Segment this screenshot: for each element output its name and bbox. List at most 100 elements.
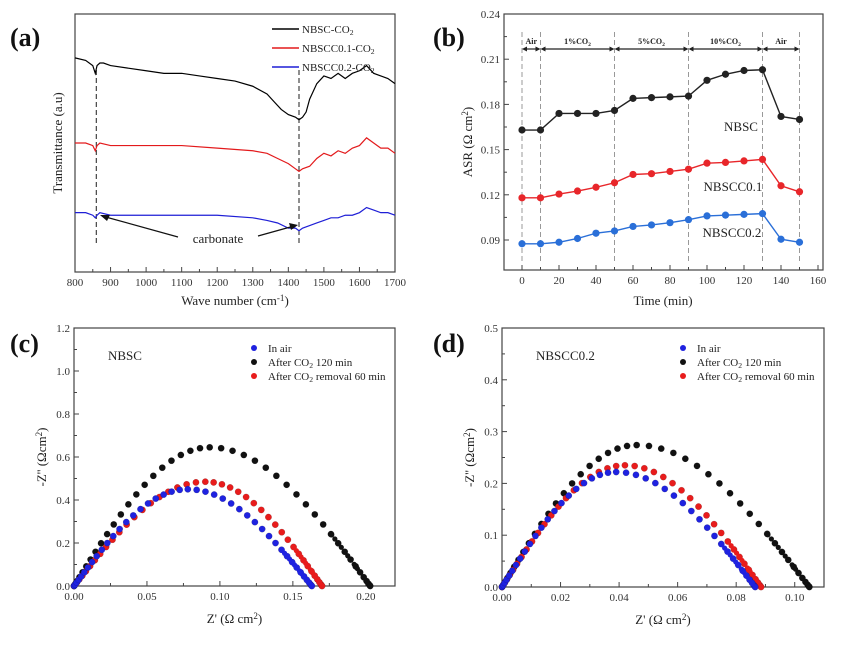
data-point [758,210,767,218]
data-point [681,455,689,463]
data-point [226,484,234,491]
data-point [703,76,711,84]
data-point [234,488,242,496]
annotation-arrow [101,215,179,238]
series-line [522,69,800,131]
data-point [187,447,194,455]
data-point [177,451,185,459]
series-line [522,158,800,199]
x-tick-label: 0.00 [492,592,512,604]
legend-marker [251,359,257,365]
data-point [684,92,693,100]
data-point [93,552,101,560]
data-point [521,548,529,555]
y-tick-label: 0.24 [481,9,501,21]
data-point [516,555,524,562]
data-point [744,573,750,579]
data-point [98,546,106,554]
data-point [551,507,558,515]
data-point [196,444,204,452]
data-point [650,468,658,476]
data-point [137,505,144,513]
data-point [218,480,226,488]
data-point [580,479,588,487]
y-tick-label: 0.1 [484,530,498,542]
data-point [555,238,563,246]
x-axis-label: Z' (Ω cm2) [207,611,263,626]
data-point [679,499,687,507]
data-point [306,580,312,586]
data-point [739,557,745,564]
data-point [731,546,737,552]
data-point [610,106,619,115]
data-point [640,464,648,472]
data-point [772,540,778,546]
x-tick-label: 1700 [384,277,407,289]
series-line [522,212,800,245]
data-point [740,210,748,218]
series-label: NBSC [724,119,758,134]
data-point [717,529,725,537]
data-point [283,481,290,489]
arrowhead-icon [289,223,298,230]
data-point [335,540,341,546]
data-point [651,479,659,487]
data-point [354,566,360,572]
data-point [544,515,552,523]
data-point [158,464,166,472]
data-point [518,194,526,202]
data-point [666,93,674,101]
x-tick-label: 1400 [277,277,300,289]
data-point [201,478,209,486]
data-point [629,170,637,179]
data-point [758,66,767,74]
y-tick-label: 1.0 [56,366,70,378]
series-line [75,206,396,232]
data-point [775,544,781,551]
y-tick-label: 1.2 [56,323,70,335]
data-point [657,445,665,452]
data-point [693,462,701,470]
data-point [678,486,685,494]
data-point [251,457,259,465]
panel-label: (a) [10,23,40,52]
data-point [744,565,751,571]
series-line [74,57,396,121]
data-point [621,461,629,469]
data-point [364,579,370,585]
data-point [721,158,730,167]
arrowhead-icon [614,46,620,52]
data-point [595,455,603,463]
data-point [122,518,130,526]
data-point [125,501,132,508]
data-point [661,485,669,493]
arrowhead-icon [540,46,546,52]
data-point [278,528,286,536]
data-point [684,216,693,224]
data-point [588,475,596,482]
data-point [284,536,292,544]
data-point [610,227,619,235]
legend-label: After CO2 removal 60 min [697,371,815,384]
arrowhead-icon [100,215,110,221]
legend-label: After CO2 120 min [268,357,353,370]
data-point [149,472,157,480]
data-point [192,479,200,486]
arrowhead-icon [683,46,689,52]
data-point [572,485,580,493]
data-point [633,441,641,449]
data-point [206,443,214,451]
data-point [272,539,279,547]
data-point [666,219,674,227]
x-tick-label: 1100 [171,277,193,289]
data-point [632,471,640,479]
data-point [302,501,310,508]
y-axis-label: -Z'' (Ωcm2) [462,428,477,487]
data-point [612,462,620,470]
x-tick-label: 60 [628,275,640,287]
series-label: NBSCC0.1 [704,179,763,194]
data-point [573,187,582,195]
x-tick-label: 0.06 [668,592,688,604]
arrowhead-icon [522,46,527,52]
data-point [251,518,259,526]
